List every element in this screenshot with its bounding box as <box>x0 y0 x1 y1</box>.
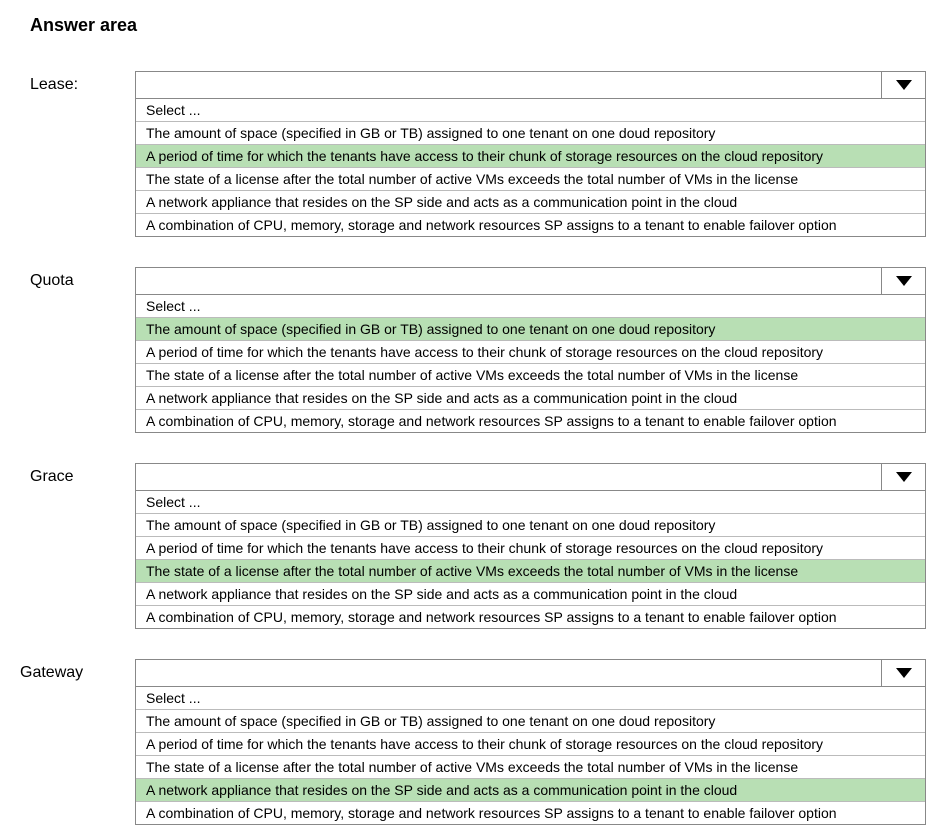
dropdown-head[interactable] <box>135 267 926 295</box>
dropdown-option[interactable]: A combination of CPU, memory, storage an… <box>136 802 925 824</box>
question-row: Gateway Select ... The amount of space (… <box>20 659 926 825</box>
question-label-grace: Grace <box>20 463 135 486</box>
dropdown-option-placeholder[interactable]: Select ... <box>136 295 925 318</box>
dropdown-option[interactable]: The amount of space (specified in GB or … <box>136 514 925 537</box>
dropdown-option-placeholder[interactable]: Select ... <box>136 99 925 122</box>
dropdown-option[interactable]: A combination of CPU, memory, storage an… <box>136 214 925 236</box>
dropdown-arrow-button[interactable] <box>881 464 925 490</box>
dropdown-option[interactable]: The state of a license after the total n… <box>136 560 925 583</box>
dropdown-option-placeholder[interactable]: Select ... <box>136 491 925 514</box>
chevron-down-icon <box>896 276 912 286</box>
dropdown-option[interactable]: A network appliance that resides on the … <box>136 387 925 410</box>
dropdown-head[interactable] <box>135 659 926 687</box>
dropdown-option[interactable]: A network appliance that resides on the … <box>136 191 925 214</box>
dropdown-option[interactable]: A period of time for which the tenants h… <box>136 145 925 168</box>
dropdown-option[interactable]: A combination of CPU, memory, storage an… <box>136 410 925 432</box>
chevron-down-icon <box>896 80 912 90</box>
question-row: Lease: Select ... The amount of space (s… <box>20 71 926 237</box>
dropdown-option[interactable]: The amount of space (specified in GB or … <box>136 318 925 341</box>
dropdown-quota: Select ... The amount of space (specifie… <box>135 267 926 433</box>
dropdown-options-list: Select ... The amount of space (specifie… <box>135 99 926 237</box>
dropdown-arrow-button[interactable] <box>881 72 925 98</box>
dropdown-head[interactable] <box>135 463 926 491</box>
dropdown-option[interactable]: The state of a license after the total n… <box>136 756 925 779</box>
dropdown-selected-value <box>136 660 881 686</box>
dropdown-arrow-button[interactable] <box>881 660 925 686</box>
dropdown-option[interactable]: A period of time for which the tenants h… <box>136 537 925 560</box>
dropdown-selected-value <box>136 268 881 294</box>
question-label-lease: Lease: <box>20 71 135 94</box>
dropdown-options-list: Select ... The amount of space (specifie… <box>135 295 926 433</box>
dropdown-option[interactable]: The amount of space (specified in GB or … <box>136 710 925 733</box>
dropdown-gateway: Select ... The amount of space (specifie… <box>135 659 926 825</box>
dropdown-option[interactable]: A period of time for which the tenants h… <box>136 733 925 756</box>
dropdown-option[interactable]: A network appliance that resides on the … <box>136 779 925 802</box>
dropdown-head[interactable] <box>135 71 926 99</box>
dropdown-arrow-button[interactable] <box>881 268 925 294</box>
dropdown-option[interactable]: A combination of CPU, memory, storage an… <box>136 606 925 628</box>
question-label-quota: Quota <box>20 267 135 290</box>
chevron-down-icon <box>896 472 912 482</box>
dropdown-selected-value <box>136 72 881 98</box>
question-label-gateway: Gateway <box>20 659 135 682</box>
dropdown-selected-value <box>136 464 881 490</box>
dropdown-lease: Select ... The amount of space (specifie… <box>135 71 926 237</box>
question-row: Grace Select ... The amount of space (sp… <box>20 463 926 629</box>
dropdown-option[interactable]: A network appliance that resides on the … <box>136 583 925 606</box>
dropdown-option-placeholder[interactable]: Select ... <box>136 687 925 710</box>
dropdown-options-list: Select ... The amount of space (specifie… <box>135 687 926 825</box>
dropdown-options-list: Select ... The amount of space (specifie… <box>135 491 926 629</box>
dropdown-grace: Select ... The amount of space (specifie… <box>135 463 926 629</box>
page-title: Answer area <box>30 15 926 36</box>
question-row: Quota Select ... The amount of space (sp… <box>20 267 926 433</box>
dropdown-option[interactable]: The amount of space (specified in GB or … <box>136 122 925 145</box>
dropdown-option[interactable]: A period of time for which the tenants h… <box>136 341 925 364</box>
chevron-down-icon <box>896 668 912 678</box>
dropdown-option[interactable]: The state of a license after the total n… <box>136 168 925 191</box>
dropdown-option[interactable]: The state of a license after the total n… <box>136 364 925 387</box>
